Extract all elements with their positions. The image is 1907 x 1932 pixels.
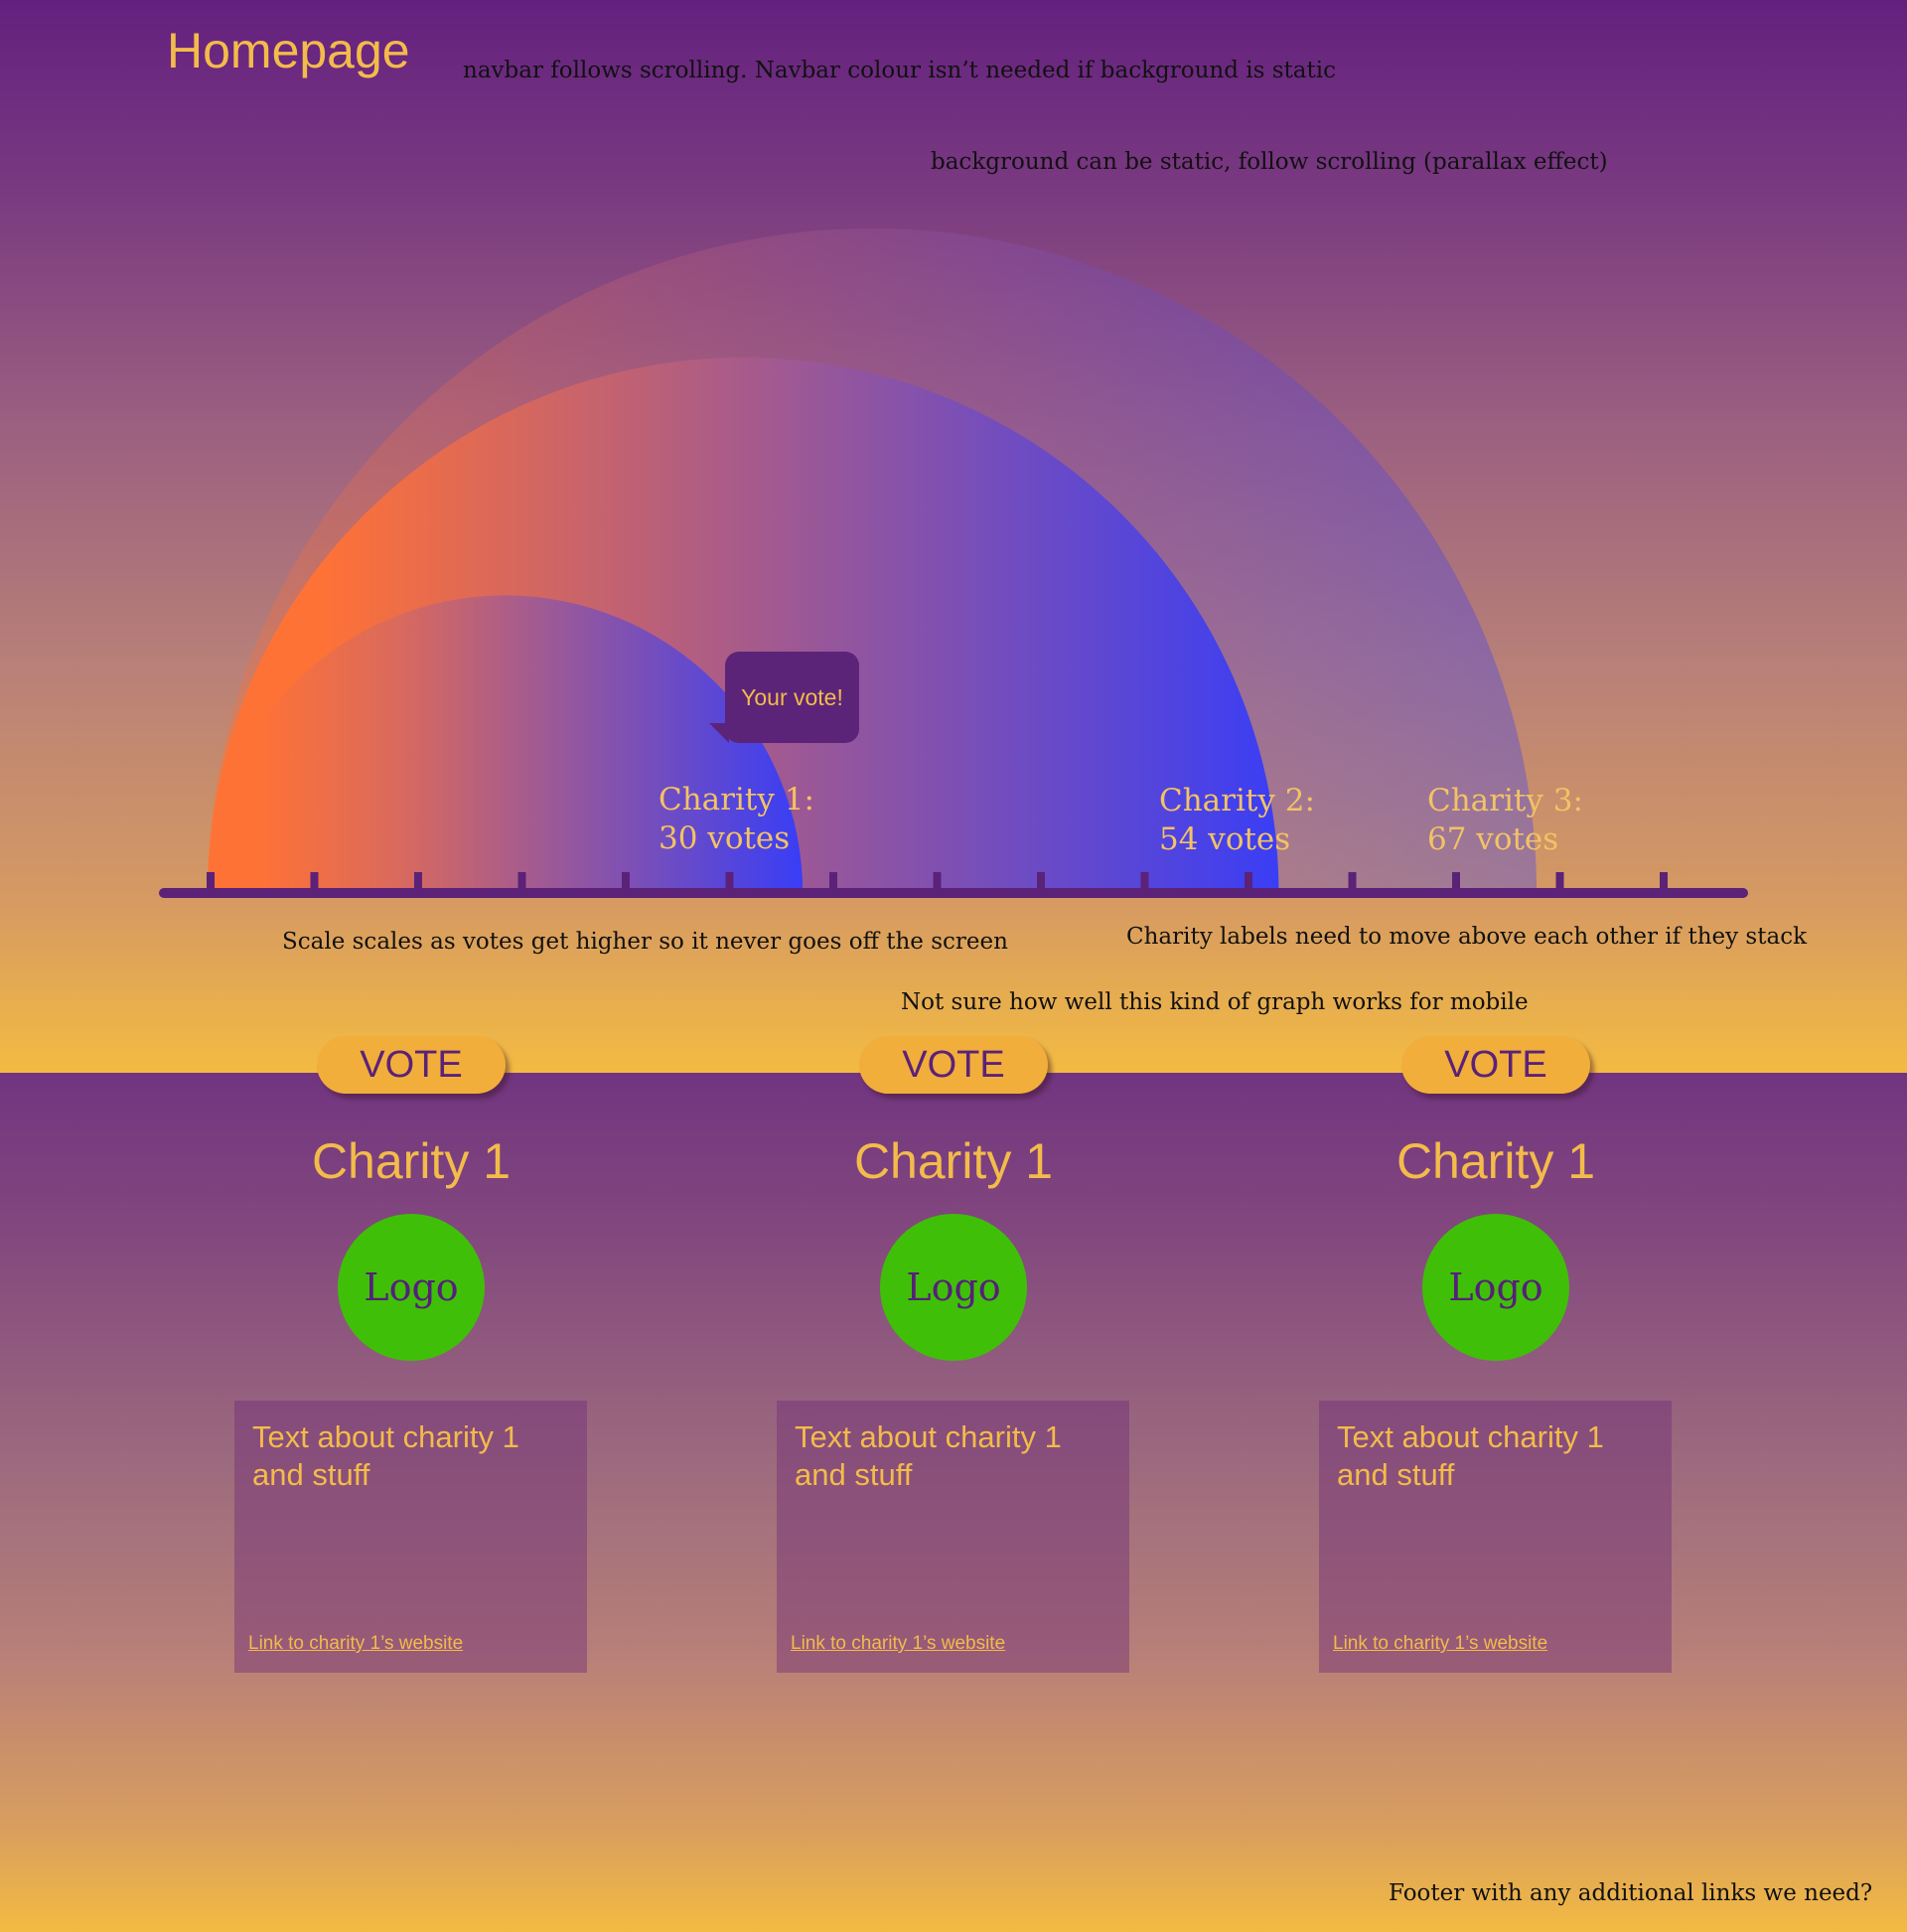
- bar-label-name: Charity 1:: [659, 782, 814, 817]
- charity-website-link[interactable]: Link to charity 1’s website: [1333, 1633, 1548, 1654]
- charity-website-link[interactable]: Link to charity 1’s website: [791, 1633, 1006, 1654]
- axis-tick: [1452, 872, 1460, 892]
- axis-tick: [1245, 872, 1252, 892]
- axis-tick: [622, 872, 630, 892]
- vote-bubble-tail: [709, 723, 729, 743]
- bar-label-name: Charity 2:: [1159, 783, 1315, 818]
- vote-chart: [159, 227, 1748, 898]
- charity-logo-3: Logo: [1422, 1214, 1569, 1361]
- axis-tick: [1348, 872, 1357, 892]
- charity-card-3: Text about charity 1 and stuff Link to c…: [1319, 1401, 1672, 1673]
- charity-website-link[interactable]: Link to charity 1’s website: [248, 1633, 464, 1654]
- axis-tick: [517, 872, 526, 892]
- bar-label-votes: 67 votes: [1427, 821, 1559, 857]
- note-background: background can be static, follow scrolli…: [931, 149, 1608, 175]
- charity-name-1: Charity 1: [311, 1133, 512, 1189]
- bar-label-votes: 54 votes: [1159, 821, 1291, 857]
- charity-name-2: Charity 1: [853, 1133, 1054, 1189]
- vote-button-2[interactable]: VOTE: [859, 1036, 1048, 1094]
- axis-tick: [1660, 872, 1668, 892]
- your-vote-bubble: Your vote!: [725, 652, 859, 743]
- axis-tick: [725, 872, 734, 892]
- note-mobile: Not sure how well this kind of graph wor…: [901, 989, 1529, 1015]
- charity-card-1: Text about charity 1 and stuff Link to c…: [234, 1401, 587, 1673]
- page-title[interactable]: Homepage: [167, 23, 410, 78]
- charity-description: Text about charity 1 and stuff: [1337, 1419, 1604, 1492]
- axis-tick: [414, 872, 422, 892]
- axis-tick: [207, 872, 215, 892]
- charity-logo-1: Logo: [338, 1214, 485, 1361]
- note-navbar: navbar follows scrolling. Navbar colour …: [463, 58, 1336, 83]
- axis-tick: [1555, 872, 1564, 892]
- charity-name-3: Charity 1: [1395, 1133, 1596, 1189]
- chart-axis: [159, 888, 1748, 898]
- axis-tick: [1140, 872, 1149, 892]
- bar-label-charity-3: Charity 3: 67 votes: [1427, 782, 1583, 859]
- charity-description: Text about charity 1 and stuff: [252, 1419, 519, 1492]
- bar-label-charity-2: Charity 2: 54 votes: [1159, 782, 1315, 859]
- note-footer: Footer with any additional links we need…: [1389, 1880, 1873, 1906]
- note-labels: Charity labels need to move above each o…: [1126, 924, 1808, 950]
- bar-label-votes: 30 votes: [659, 820, 791, 856]
- charity-description: Text about charity 1 and stuff: [795, 1419, 1062, 1492]
- axis-tick: [829, 872, 837, 892]
- bar-label-name: Charity 3:: [1427, 783, 1583, 818]
- vote-button-3[interactable]: VOTE: [1401, 1036, 1590, 1094]
- note-scale: Scale scales as votes get higher so it n…: [282, 929, 1008, 955]
- bar-label-charity-1: Charity 1: 30 votes: [659, 781, 814, 858]
- axis-tick: [933, 872, 942, 892]
- charity-card-2: Text about charity 1 and stuff Link to c…: [777, 1401, 1129, 1673]
- vote-button-1[interactable]: VOTE: [317, 1036, 506, 1094]
- charity-logo-2: Logo: [880, 1214, 1027, 1361]
- vote-arc-charity-1: [208, 595, 804, 893]
- axis-tick: [310, 872, 319, 892]
- axis-tick: [1037, 872, 1045, 892]
